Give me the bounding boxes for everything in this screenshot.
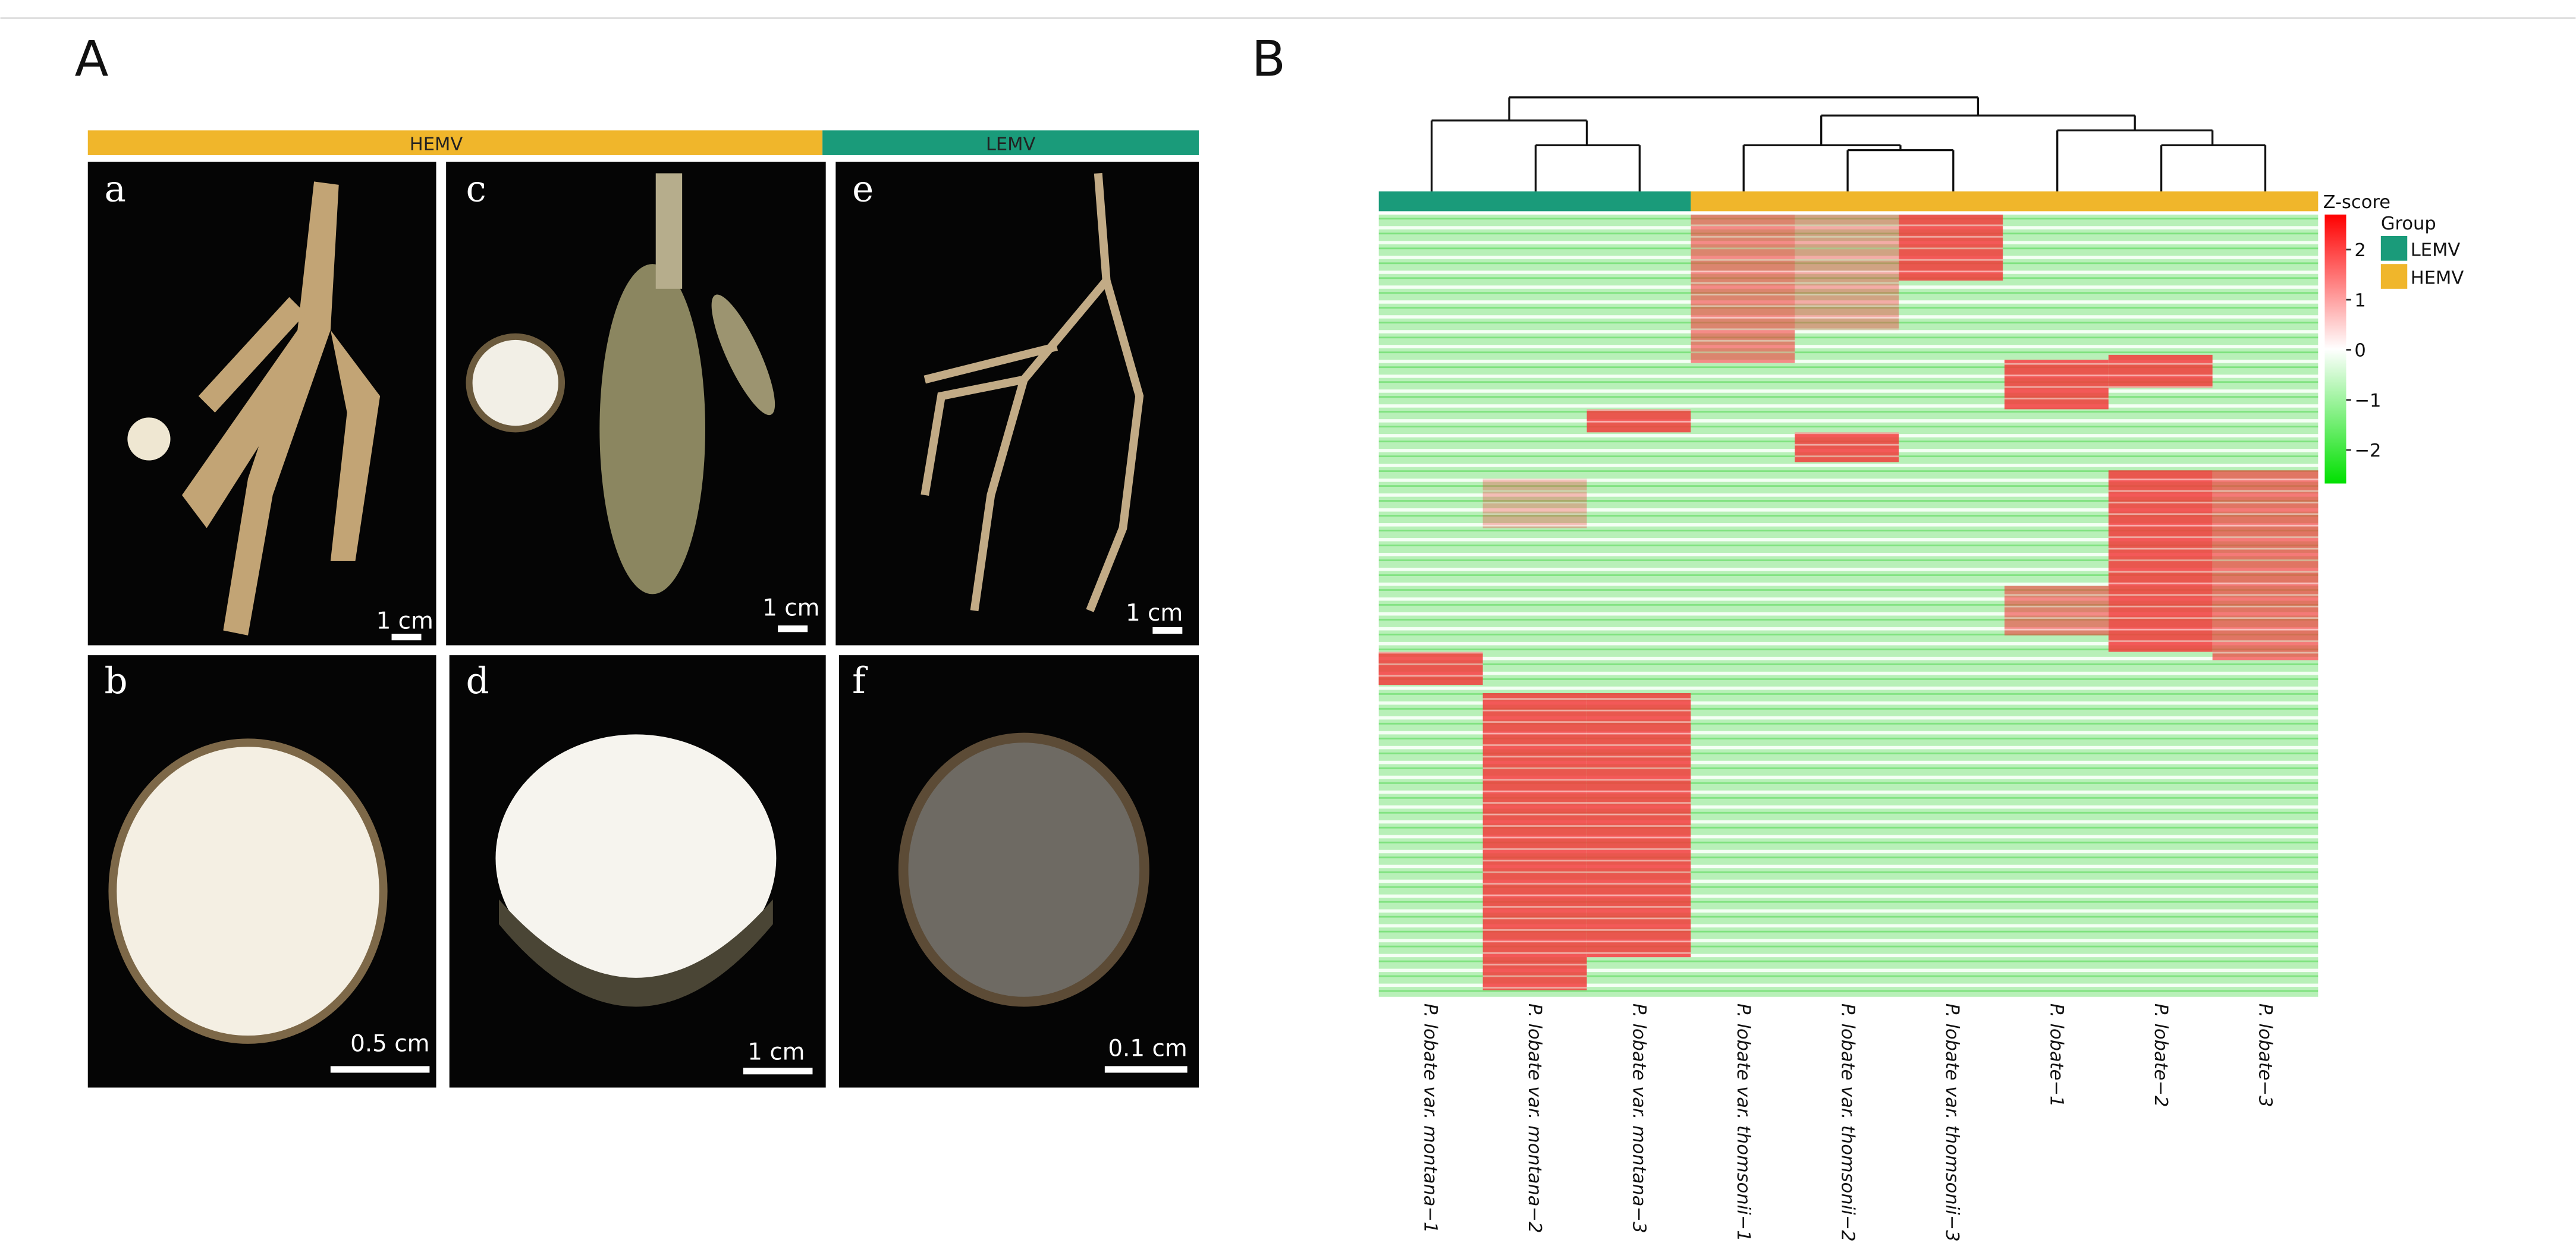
photo-letter: f xyxy=(852,660,868,702)
group-bar xyxy=(1378,191,1691,212)
root xyxy=(127,181,381,635)
photo-letter: d xyxy=(466,660,489,702)
heatmap-block xyxy=(1691,214,1795,363)
legend-swatch xyxy=(2380,235,2408,261)
scale-bar xyxy=(391,634,422,641)
photo-letter: e xyxy=(852,168,874,210)
heatmap-block xyxy=(2108,470,2213,652)
scale-label: 1 cm xyxy=(762,595,819,622)
legend-label: LEMV xyxy=(2411,240,2461,260)
column-label: P. lobate var. thomsonii−3 xyxy=(1942,1003,1962,1242)
scale-label: 1 cm xyxy=(1126,600,1183,627)
scale-bar xyxy=(743,1068,813,1075)
dendrogram xyxy=(1430,96,2267,192)
colorbar-tick-label: 0 xyxy=(2354,341,2365,361)
scale-bar xyxy=(1152,627,1183,634)
column-label: P. lobate var. montana−3 xyxy=(1628,1003,1649,1234)
section xyxy=(498,899,773,1007)
root xyxy=(466,173,775,594)
heatmap-block xyxy=(1587,693,1691,958)
colorbar-tick-label: −2 xyxy=(2354,440,2381,461)
heatmap-block xyxy=(1482,479,1587,528)
heatmap-block xyxy=(1378,652,1483,685)
root xyxy=(921,172,1144,612)
legend-title: Group xyxy=(2381,213,2436,234)
group-label: LEMV xyxy=(986,134,1036,155)
column-label: P. lobate−3 xyxy=(2254,1003,2275,1107)
colorbar-gradient xyxy=(2324,214,2346,484)
column-label: P. lobate−2 xyxy=(2150,1003,2171,1107)
group-bar xyxy=(1691,191,2319,212)
legend-swatch xyxy=(2380,264,2408,289)
heatmap-block xyxy=(1482,693,1587,990)
photo-letter: a xyxy=(104,168,125,210)
heatmap-block xyxy=(2212,470,2319,660)
group-label: HEMV xyxy=(410,134,463,155)
column-label: P. lobate−1 xyxy=(2046,1003,2066,1107)
heatmap xyxy=(1378,214,2319,997)
heatmap-block xyxy=(2108,354,2213,388)
colorbar-title: Z-score xyxy=(2323,192,2390,213)
panel-label: A xyxy=(75,30,109,88)
scale-label: 1 cm xyxy=(747,1039,805,1065)
heatmap-block xyxy=(1795,432,1899,462)
photo-letter: c xyxy=(466,168,486,210)
column-label: P. lobate var. montana−2 xyxy=(1524,1003,1545,1234)
scale-label: 0.1 cm xyxy=(1108,1036,1187,1062)
heatmap-block xyxy=(2004,586,2109,635)
colorbar-tick-label: 1 xyxy=(2354,290,2365,311)
group-bar xyxy=(87,130,823,155)
heatmap-block xyxy=(1899,214,2003,281)
panel-label: B xyxy=(1252,30,1286,88)
scale-label: 0.5 cm xyxy=(350,1030,429,1057)
heatmap-block xyxy=(1587,409,1691,433)
section xyxy=(108,738,388,1044)
scale-bar xyxy=(1104,1066,1188,1073)
photo-letter: b xyxy=(104,660,127,702)
scale-bar xyxy=(778,625,808,633)
photos: a c e b d f 1 cm 1 cm 1 cm 0.5 cm 1 cm 0… xyxy=(87,162,1199,1088)
colorbar-tick-label: 2 xyxy=(2354,240,2365,261)
section xyxy=(495,734,777,982)
colorbar: Z-score Group LEMV HEMV xyxy=(2323,192,2464,289)
colorbar-tick-label: −1 xyxy=(2354,391,2381,411)
scale-label: 1 cm xyxy=(376,608,433,635)
heatmap-block xyxy=(1795,214,1899,331)
section xyxy=(898,732,1149,1007)
legend-label: HEMV xyxy=(2411,268,2464,288)
column-label: P. lobate var. thomsonii−2 xyxy=(1837,1003,1858,1242)
scale-bar xyxy=(330,1066,430,1073)
column-label: P. lobate var. thomsonii−1 xyxy=(1733,1003,1754,1242)
column-label: P. lobate var. montana−1 xyxy=(1419,1003,1440,1234)
group-bar xyxy=(822,130,1199,155)
heatmap-block xyxy=(2004,360,2109,410)
